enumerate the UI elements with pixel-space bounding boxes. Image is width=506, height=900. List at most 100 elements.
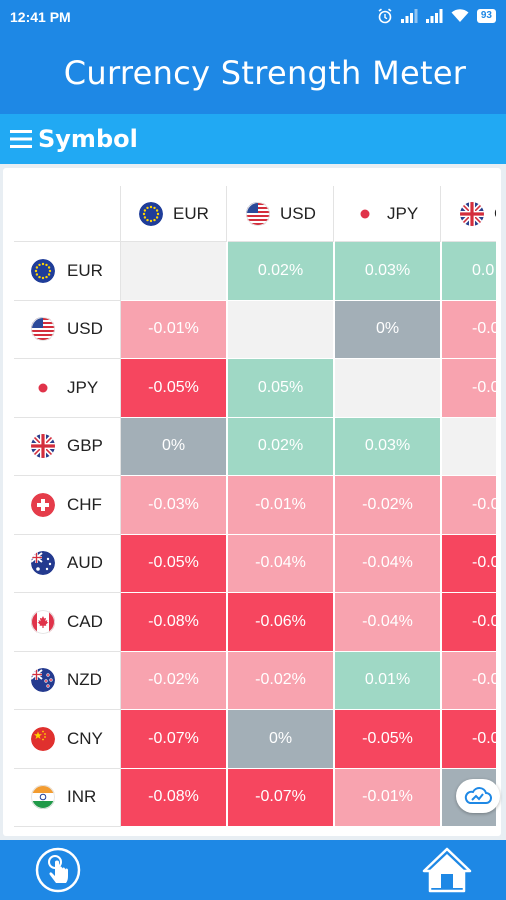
row-header-eur: EUR [14,242,121,301]
strength-cell[interactable]: -0.0 [442,710,496,769]
strength-cell[interactable] [335,359,441,418]
strength-cell[interactable]: 0% [121,417,227,476]
strength-cell[interactable]: 0% [335,300,441,359]
strength-cell[interactable]: -0.05% [335,710,441,769]
strength-cell[interactable]: -0.04% [335,534,441,593]
home-icon [422,847,472,893]
column-header-label: USD [280,203,316,223]
column-header-label: EUR [173,203,209,223]
signal-icon [425,9,443,23]
menu-icon[interactable] [10,129,32,149]
strength-cell[interactable]: -0.03% [121,476,227,535]
row-header-label: AUD [67,553,103,573]
column-header-gbp: GBP [442,186,496,242]
column-header-usd: USD [228,186,334,242]
strength-cell[interactable]: -0.0 [442,651,496,710]
strength-cell[interactable]: -0.0 [442,359,496,418]
flag-cny-icon [31,726,55,751]
bottom-bar [0,840,506,900]
column-header-label: JPY [387,203,419,223]
strength-cell[interactable]: -0.04% [335,593,441,652]
flag-usd-icon [31,317,55,342]
flag-usd-icon [246,201,270,226]
flag-gbp-icon [31,434,55,459]
row-header-chf: CHF [14,476,121,535]
row-header-label: CAD [67,611,103,631]
strength-cell[interactable]: 0% [228,710,334,769]
status-time: 12:41 PM [10,9,71,25]
flag-nzd-icon [31,668,55,693]
strength-table[interactable]: EURUSDJPYGBPEUR0.02%0.03%0.0USD-0.01%0%-… [14,186,496,830]
strength-cell[interactable]: 0.05% [228,359,334,418]
status-icons: 93 [377,8,496,24]
row-header-cny: CNY [14,710,121,769]
strength-cell[interactable]: -0.01% [228,476,334,535]
row-header-label: CHF [67,494,102,514]
alarm-icon [378,8,392,24]
strength-cell[interactable]: -0.04% [228,534,334,593]
row-header-label: INR [67,787,97,807]
status-bar: 12:41 PM 93 [0,0,506,34]
section-bar[interactable]: Symbol [0,114,506,164]
strength-cell[interactable]: -0.08% [121,593,227,652]
table-corner [14,186,121,242]
touch-icon [35,847,81,893]
flag-aud-icon [31,551,55,576]
strength-cell[interactable]: -0.08% [121,768,227,827]
flag-cad-icon [31,609,55,634]
content-panel: EURUSDJPYGBPEUR0.02%0.03%0.0USD-0.01%0%-… [0,164,506,840]
column-header-label: GBP [494,204,496,224]
row-header-inr: INR [14,768,121,827]
strength-cell[interactable]: -0.05% [121,534,227,593]
app-header: Currency Strength Meter [0,34,506,114]
cloud-icon [464,787,492,804]
strength-cell[interactable]: -0.07% [228,768,334,827]
flag-jpy-icon [353,201,377,226]
strength-cell[interactable]: -0.0 [442,300,496,359]
strength-cell[interactable]: -0.05% [121,359,227,418]
strength-cell[interactable]: 0.02% [228,417,334,476]
strength-cell[interactable] [121,242,227,301]
flag-eur-icon [31,258,55,283]
section-title: Symbol [38,125,138,153]
row-header-label: NZD [67,670,102,690]
row-header-cad: CAD [14,593,121,652]
cloud-button[interactable] [456,779,500,813]
column-header-eur: EUR [121,186,227,242]
strength-cell[interactable]: -0.06% [228,593,334,652]
strength-cell[interactable]: 0.03% [335,242,441,301]
strength-cell[interactable] [442,417,496,476]
strength-table-card: EURUSDJPYGBPEUR0.02%0.03%0.0USD-0.01%0%-… [3,168,501,836]
strength-cell[interactable]: 0.01% [335,651,441,710]
strength-cell[interactable]: -0.01% [335,768,441,827]
row-header-label: USD [67,319,103,339]
home-button[interactable] [422,846,472,894]
flag-eur-icon [139,201,163,226]
strength-cell[interactable]: 0.03% [335,417,441,476]
touch-button[interactable] [34,846,82,894]
row-header-label: EUR [67,260,103,280]
strength-cell[interactable]: -0.01% [121,300,227,359]
strength-cell[interactable] [228,300,334,359]
row-header-jpy: JPY [14,359,121,418]
wifi-icon [451,9,469,22]
strength-cell[interactable]: -0.02% [121,651,227,710]
row-header-label: CNY [67,728,103,748]
strength-cell[interactable]: 0.02% [228,242,334,301]
strength-cell[interactable]: -0.02% [335,476,441,535]
row-header-nzd: NZD [14,651,121,710]
strength-cell[interactable]: -0.07% [121,710,227,769]
app-title: Currency Strength Meter [63,54,467,92]
row-header-gbp: GBP [14,417,121,476]
row-header-aud: AUD [14,534,121,593]
strength-cell[interactable]: -0.0 [442,593,496,652]
flag-gbp-icon [460,201,484,226]
battery-icon: 93 [476,9,496,23]
strength-cell[interactable]: -0.0 [442,534,496,593]
strength-cell[interactable]: 0.0 [442,242,496,301]
row-header-label: GBP [67,436,103,456]
strength-cell[interactable]: -0.0 [442,476,496,535]
signal-icon [400,9,418,23]
row-header-label: JPY [67,377,99,397]
strength-cell[interactable]: -0.02% [228,651,334,710]
